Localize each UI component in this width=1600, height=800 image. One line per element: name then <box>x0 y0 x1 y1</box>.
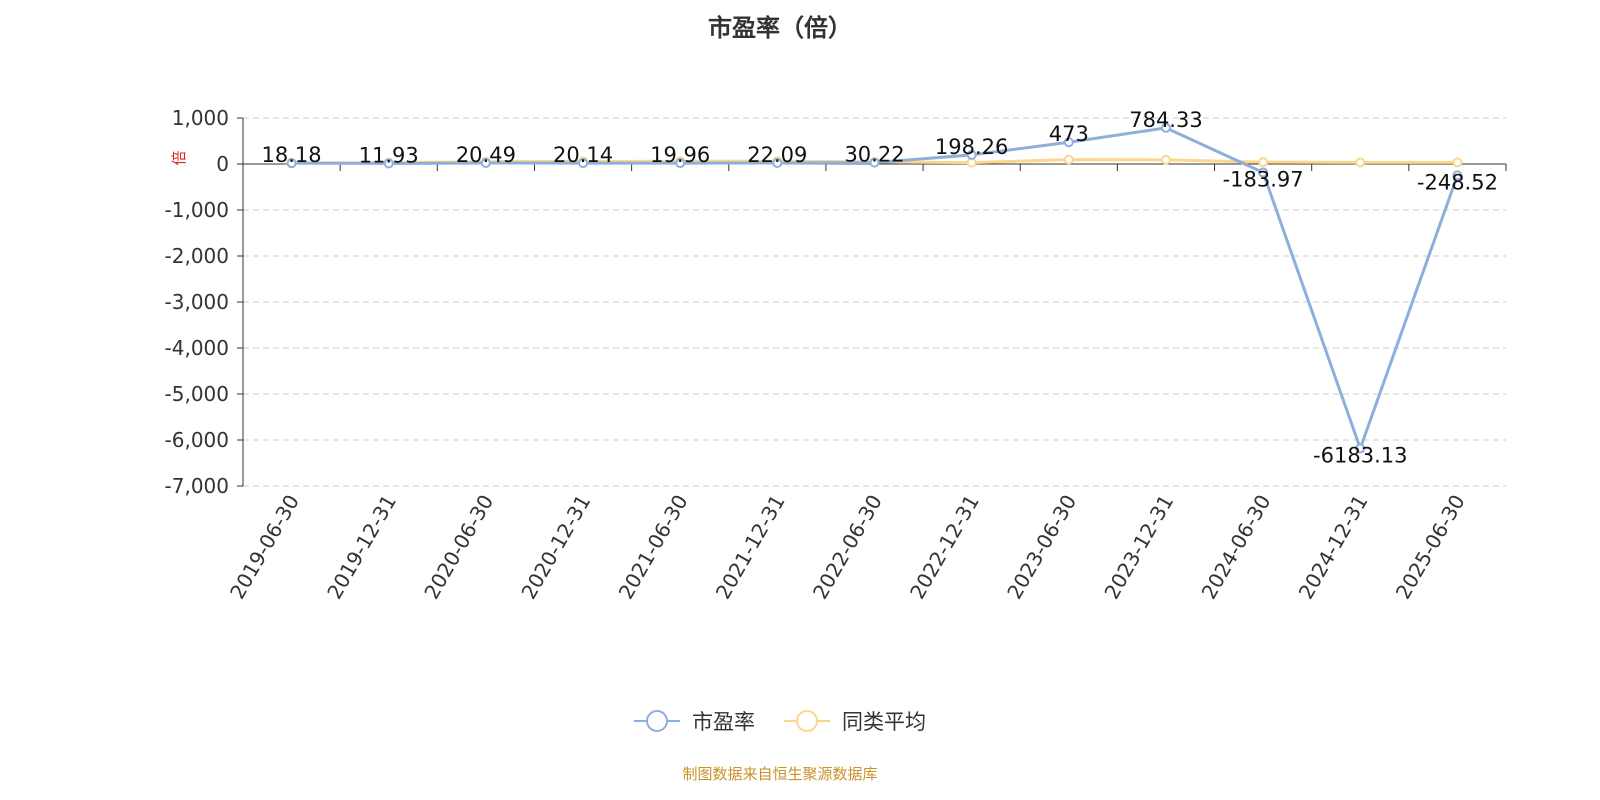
data-point <box>1355 157 1366 168</box>
x-tick-label: 2024-12-31 <box>1294 491 1373 604</box>
data-point <box>869 157 880 168</box>
data-label: 18.18 <box>262 143 322 167</box>
data-point <box>1355 443 1366 454</box>
data-point <box>480 158 491 169</box>
x-tick-label: 2021-06-30 <box>614 491 693 604</box>
data-point <box>1452 170 1463 181</box>
data-point <box>772 157 783 168</box>
data-point <box>675 158 686 169</box>
y-tick-label: -2,000 <box>165 244 229 268</box>
data-source-note: 制图数据来自恒生聚源数据库 <box>682 765 878 783</box>
y-tick-label: -4,000 <box>165 336 229 360</box>
x-tick-label: 2021-12-31 <box>711 491 790 604</box>
legend-marker <box>796 710 818 732</box>
data-point <box>286 158 297 169</box>
x-tick-label: 2019-06-30 <box>225 491 304 604</box>
y-axis-label: 倍 <box>170 150 188 165</box>
y-tick-label: 0 <box>216 152 229 176</box>
data-point <box>1063 154 1074 165</box>
data-point <box>1452 157 1463 168</box>
x-tick-label: 2019-12-31 <box>322 491 401 604</box>
data-point <box>578 158 589 169</box>
x-tick-label: 2023-06-30 <box>1002 491 1081 604</box>
y-tick-label: 1,000 <box>172 106 229 130</box>
data-label: 20.14 <box>553 143 613 167</box>
data-label: 198.26 <box>935 135 1008 159</box>
y-tick-label: -7,000 <box>165 474 229 498</box>
y-tick-label: -3,000 <box>165 290 229 314</box>
legend-label: 同类平均 <box>842 710 926 734</box>
data-label: -248.52 <box>1417 170 1498 194</box>
data-label: 22.09 <box>747 143 807 167</box>
data-label: -183.97 <box>1223 167 1304 191</box>
data-label: 20.49 <box>456 143 516 167</box>
x-tick-label: 2025-06-30 <box>1391 491 1470 604</box>
data-point <box>1160 122 1171 133</box>
data-point <box>1258 157 1269 168</box>
x-tick-label: 2022-12-31 <box>905 490 984 603</box>
chart-title: 市盈率（倍） <box>708 14 852 42</box>
data-label: 30.22 <box>844 143 904 167</box>
data-point <box>1258 167 1269 178</box>
data-label: 784.33 <box>1129 108 1202 132</box>
x-tick-label: 2020-12-31 <box>516 491 595 604</box>
data-label: 473 <box>1049 122 1089 146</box>
data-label: 19.96 <box>650 143 710 167</box>
x-tick-label: 2023-12-31 <box>1099 491 1178 604</box>
data-label: 11.93 <box>359 143 419 167</box>
data-label: -6183.13 <box>1313 443 1407 467</box>
x-tick-label: 2020-06-30 <box>419 491 498 604</box>
data-point <box>1063 137 1074 148</box>
y-tick-label: -6,000 <box>165 428 229 452</box>
data-point <box>1160 154 1171 165</box>
legend-label: 市盈率 <box>692 710 755 734</box>
legend-marker <box>646 710 668 732</box>
x-tick-label: 2022-06-30 <box>808 491 887 604</box>
data-point <box>383 158 394 169</box>
data-point <box>966 149 977 160</box>
y-tick-label: -5,000 <box>165 382 229 406</box>
y-tick-label: -1,000 <box>165 198 229 222</box>
x-tick-label: 2024-06-30 <box>1197 491 1276 604</box>
